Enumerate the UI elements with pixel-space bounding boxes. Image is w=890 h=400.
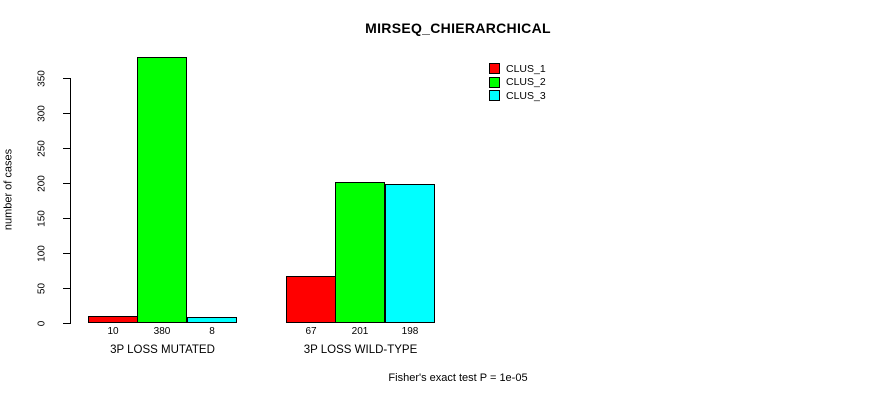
bar-value-label: 8 [209,326,215,337]
y-axis-tick [63,288,71,289]
legend-label-clus-3: CLUS_3 [506,89,546,102]
y-axis-tick-label: 100 [36,244,48,262]
y-axis-line [70,78,71,324]
legend-swatch-clus-3 [489,90,500,102]
legend-item-clus-3: CLUS_3 [489,89,609,103]
y-axis-tick [63,323,71,324]
x-group-label: 3P LOSS MUTATED [110,344,215,356]
bar-value-label: 198 [401,326,419,337]
footnote-fishers-test: Fisher's exact test P = 1e-05 [388,372,528,384]
bar-clus_2-group2 [335,182,385,323]
y-axis-tick-label: 0 [36,320,48,326]
legend-item-clus-2: CLUS_2 [489,76,609,90]
y-axis-tick [63,148,71,149]
bar-value-label: 10 [107,326,119,337]
bar-clus_1-group1 [88,316,138,323]
legend-item-clus-1: CLUS_1 [489,62,609,76]
bar-value-label: 67 [305,326,317,337]
legend-label-clus-1: CLUS_1 [506,62,546,75]
y-axis-tick-label: 300 [36,104,48,122]
y-axis-tick-label: 350 [36,69,48,87]
bar-clus_2-group1 [137,57,187,323]
bar-clus_3-group1 [187,317,237,323]
y-axis-tick-label: 150 [36,209,48,227]
y-axis-tick [63,78,71,79]
bar-clus_3-group2 [385,184,435,323]
y-axis-tick-label: 250 [36,139,48,157]
bar-clus_1-group2 [286,276,336,323]
legend-swatch-clus-2 [489,76,500,88]
y-axis-label: number of cases [2,148,15,231]
legend-swatch-clus-1 [489,63,500,75]
y-axis-tick-label: 200 [36,174,48,192]
bar-value-label: 201 [351,326,369,337]
chart-title: MIRSEQ_CHIERARCHICAL [365,20,551,36]
y-axis-tick [63,113,71,114]
y-axis-tick-label: 50 [36,282,48,294]
legend: CLUS_1 CLUS_2 CLUS_3 [489,62,609,103]
x-group-label: 3P LOSS WILD-TYPE [303,344,418,356]
y-axis-tick [63,218,71,219]
bar-value-label: 380 [153,326,171,337]
y-axis-tick [63,253,71,254]
y-axis-tick [63,183,71,184]
legend-label-clus-2: CLUS_2 [506,76,546,89]
